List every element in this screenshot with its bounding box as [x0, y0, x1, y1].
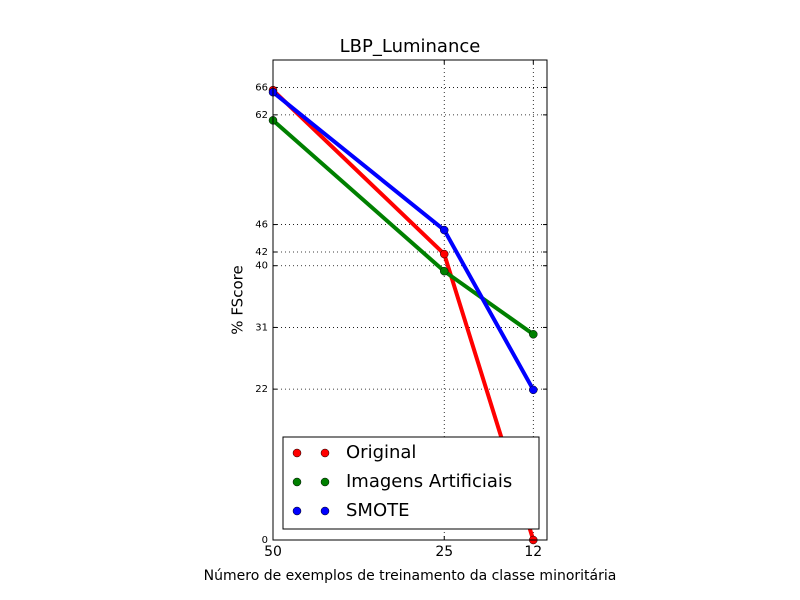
legend: Original Imagens Artificiais SMOTE — [282, 436, 540, 530]
y-tick-label: 22 — [255, 384, 268, 395]
y-tick-label: 40 — [255, 261, 268, 272]
legend-label: Imagens Artificiais — [346, 471, 512, 492]
data-point — [529, 330, 538, 339]
legend-marker — [292, 477, 302, 487]
y-tick-label: 42 — [255, 247, 268, 258]
legend-marker — [320, 506, 330, 516]
y-tick-label: 46 — [255, 220, 268, 231]
x-tick-label: 25 — [435, 544, 453, 560]
x-tick-label: 12 — [524, 544, 542, 560]
data-point — [440, 249, 449, 259]
y-axis-label: % FScore — [229, 265, 247, 334]
y-tick-label: 31 — [255, 322, 268, 333]
series-line — [271, 90, 536, 391]
data-point — [529, 385, 538, 395]
plot-frame — [272, 59, 548, 541]
legend-marker — [292, 448, 302, 458]
x-tick-label: 50 — [264, 544, 282, 560]
legend-label: Original — [346, 442, 416, 463]
legend-marker — [292, 506, 302, 516]
y-tick-label: 0 — [262, 535, 268, 546]
data-point — [440, 266, 449, 276]
series-line — [271, 118, 535, 336]
legend-label: SMOTE — [346, 500, 410, 521]
x-axis-label: Número de exemplos de treinamento da cla… — [204, 568, 617, 584]
y-tick-label: 62 — [255, 110, 268, 121]
legend-marker — [320, 448, 330, 458]
chart-title: LBP_Luminance — [340, 36, 481, 57]
data-point — [440, 225, 449, 235]
legend-marker — [320, 477, 330, 487]
y-tick-label: 66 — [255, 82, 268, 93]
